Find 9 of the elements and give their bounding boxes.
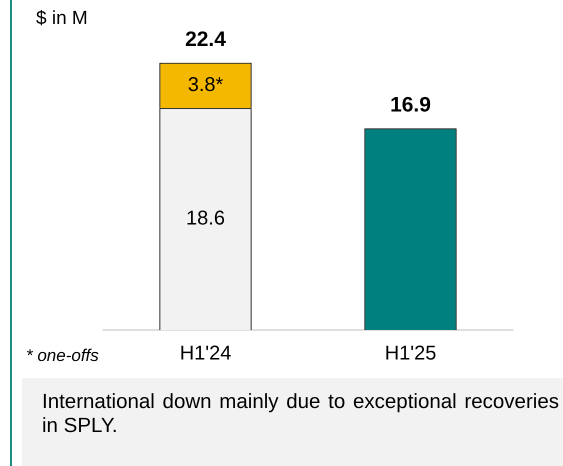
text: * one-offs — [26, 346, 99, 366]
y-axis-title: $ in M — [36, 8, 88, 30]
x-tick-label: H1'24 — [180, 342, 232, 365]
data-label: 18.6 — [186, 208, 225, 230]
x-tick-label: H1'25 — [384, 342, 436, 365]
text: International down mainly due to exceptional recoveries in SPLY. — [22, 378, 563, 466]
total-label: 22.4 — [185, 28, 226, 52]
data-label: 3.8* — [188, 74, 224, 96]
total-label: 16.9 — [390, 94, 431, 117]
